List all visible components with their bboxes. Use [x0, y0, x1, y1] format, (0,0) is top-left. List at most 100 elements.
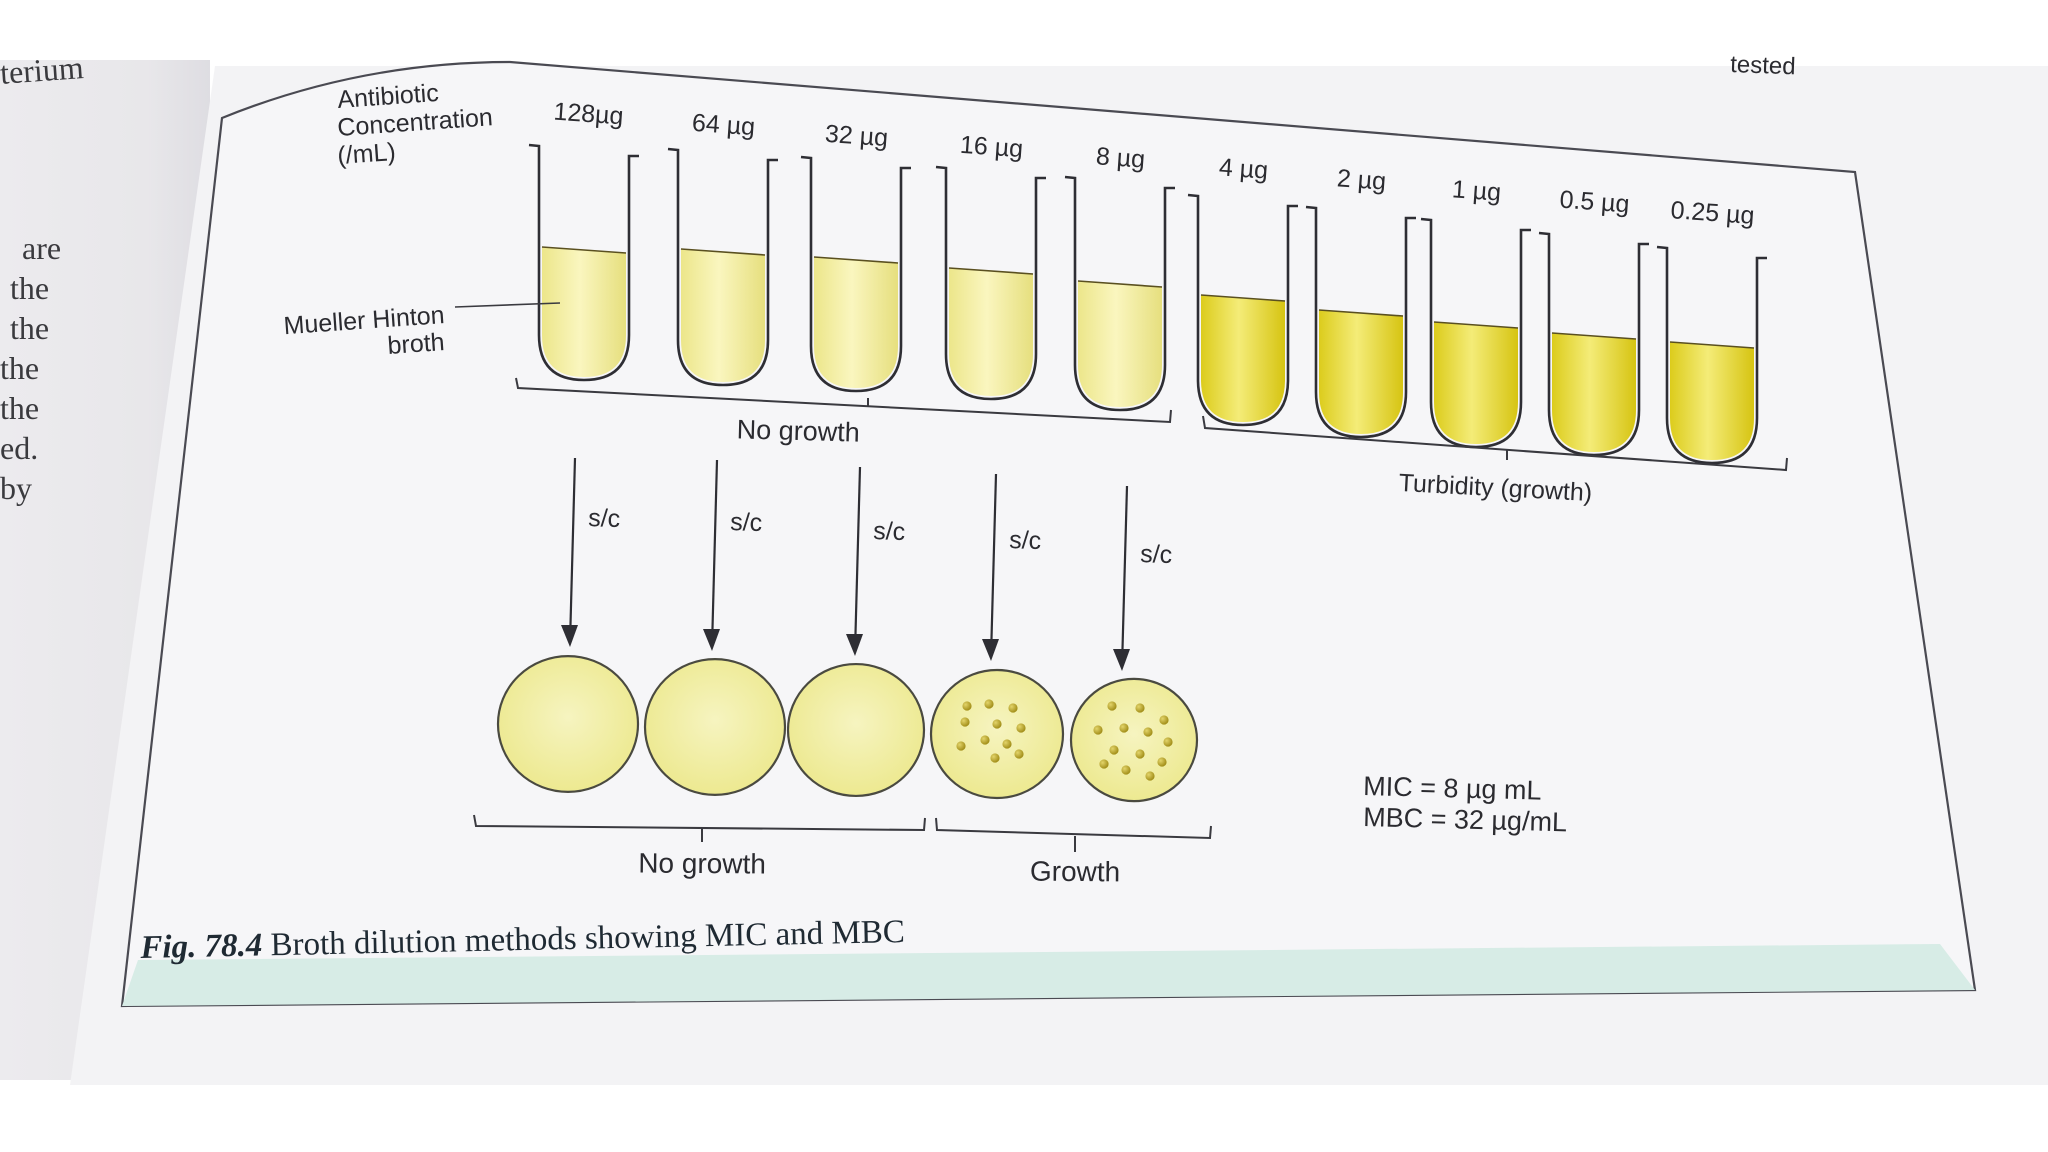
arrow-shaft	[853, 466, 862, 653]
test-tube	[1305, 205, 1416, 439]
tube-concentration-label: 0.25 µg	[1670, 196, 1756, 230]
tubes-no-growth-bracket	[515, 377, 1172, 424]
bacterial-colony	[1008, 703, 1018, 713]
tube-concentration-label: 8 µg	[1095, 142, 1146, 173]
caption-band	[122, 944, 1975, 1006]
plates-growth-label: Growth	[1030, 856, 1121, 888]
left-page-line: the	[0, 350, 40, 386]
bacterial-colony	[1014, 749, 1024, 759]
subculture-arrow: s/c	[982, 473, 1042, 661]
plates-growth-bracket	[935, 817, 1212, 840]
left-page-line: ed.	[0, 430, 39, 466]
arrow-shaft	[1120, 485, 1129, 668]
tube-broth	[949, 268, 1033, 396]
agar-plate	[786, 662, 926, 798]
agar-plate	[929, 668, 1065, 800]
left-page-line: the	[10, 270, 50, 306]
broth-surface	[813, 256, 899, 264]
bacterial-colony	[1143, 727, 1153, 737]
broth-surface	[1200, 294, 1286, 302]
plates-no-growth-bracket	[473, 814, 926, 832]
bacterial-colony	[1016, 723, 1026, 733]
tube-glass	[528, 143, 639, 382]
agar-plate	[1069, 677, 1199, 803]
bacterial-colony	[984, 699, 994, 709]
bacterial-colony	[1002, 739, 1012, 749]
tube-glass	[1064, 175, 1175, 412]
arrowhead	[703, 629, 720, 651]
bacterial-colony	[1109, 745, 1119, 755]
bacterial-colony	[1135, 749, 1145, 759]
left-page-line: by	[0, 470, 32, 506]
broth-surface	[1551, 332, 1637, 340]
broth-surface	[1433, 321, 1519, 329]
plate-dish	[643, 657, 787, 796]
bacterial-colony	[1145, 771, 1155, 781]
subculture-arrow: s/c	[1113, 485, 1173, 671]
tube-concentration-label: 16 µg	[959, 131, 1024, 163]
left-page-line: the	[0, 390, 40, 426]
broth-surface	[1669, 341, 1755, 349]
arrow-shaft	[989, 473, 998, 658]
arrowhead	[846, 634, 863, 656]
tubes-layer	[528, 143, 1767, 465]
arrowhead	[1113, 649, 1130, 671]
tube-concentration-label: 4 µg	[1218, 153, 1269, 184]
tube-broth	[814, 257, 898, 388]
subculture-label: s/c	[1009, 526, 1042, 555]
plates-no-growth-label: No growth	[638, 847, 766, 879]
tube-broth	[542, 247, 626, 377]
tubes-turbidity-bracket	[1202, 415, 1788, 472]
subculture-label: s/c	[588, 504, 621, 533]
concentration-label: (/mL)	[336, 138, 396, 170]
arrow-shaft	[568, 457, 577, 644]
arrowhead	[982, 639, 999, 661]
arrowhead	[561, 625, 578, 647]
subculture-arrow: s/c	[703, 459, 763, 651]
bacterial-colony	[1119, 723, 1129, 733]
bacterial-colony	[962, 701, 972, 711]
subculture-label: s/c	[873, 517, 906, 546]
tube-concentration-label: 128µg	[553, 98, 625, 131]
subculture-label: s/c	[730, 508, 763, 537]
tube-glass	[800, 155, 911, 393]
agar-plate	[643, 657, 787, 796]
tube-glass	[1187, 193, 1298, 427]
tube-glass	[1538, 231, 1649, 457]
tube-broth	[1552, 333, 1636, 452]
tube-broth	[1319, 310, 1403, 434]
bacterial-colony	[1157, 757, 1167, 767]
agar-plate	[496, 654, 640, 793]
corner-text: tested	[1730, 51, 1796, 80]
bacterial-colony	[1107, 701, 1117, 711]
bacterial-colony	[956, 741, 966, 751]
broth-surface	[680, 248, 766, 256]
tube-concentration-label: 1 µg	[1451, 175, 1502, 206]
bacterial-colony	[960, 717, 970, 727]
tube-broth	[1434, 322, 1518, 444]
bacterial-colony	[1163, 737, 1173, 747]
bacterial-colony	[990, 753, 1000, 763]
broth-surface	[1318, 309, 1404, 317]
test-tube	[528, 143, 639, 382]
broth-label: broth	[387, 328, 446, 360]
bacterial-colony	[1093, 725, 1103, 735]
tube-glass	[1305, 205, 1416, 439]
tube-glass	[935, 165, 1046, 401]
bacterial-colony	[1121, 765, 1131, 775]
bacterial-colony	[992, 719, 1002, 729]
test-tube	[800, 155, 911, 393]
test-tube	[667, 147, 778, 387]
tube-concentration-label: 32 µg	[824, 120, 889, 152]
broth-surface	[948, 267, 1034, 275]
tube-concentration-label: 64 µg	[691, 109, 756, 141]
test-tube	[935, 165, 1046, 401]
tube-glass	[1656, 245, 1767, 465]
plate-dish	[496, 654, 640, 793]
broth-surface	[1077, 280, 1163, 288]
test-tube	[1656, 245, 1767, 465]
mic-result: MIC = 8 µg mL	[1363, 771, 1542, 806]
tube-concentration-label: 2 µg	[1336, 164, 1387, 195]
tube-broth	[1670, 342, 1754, 460]
